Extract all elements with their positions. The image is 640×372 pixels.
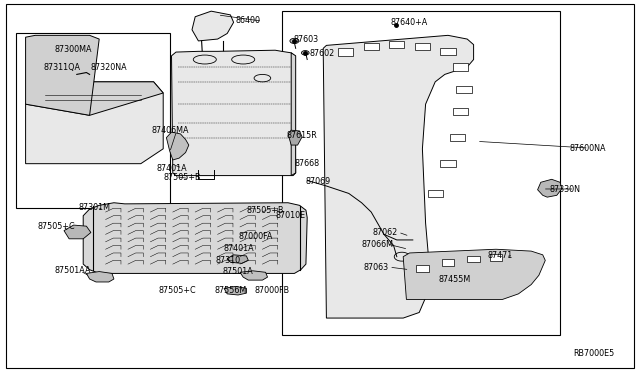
Ellipse shape: [232, 55, 255, 64]
Bar: [453, 108, 468, 115]
Polygon shape: [192, 11, 234, 41]
Circle shape: [301, 51, 309, 55]
Text: 87455M: 87455M: [438, 275, 470, 284]
Polygon shape: [291, 53, 296, 176]
Ellipse shape: [193, 55, 216, 64]
Bar: [428, 190, 443, 197]
Polygon shape: [224, 286, 246, 295]
Polygon shape: [64, 225, 91, 239]
Text: 87010E: 87010E: [275, 211, 305, 220]
Polygon shape: [83, 203, 307, 273]
Text: 87471: 87471: [488, 251, 513, 260]
Polygon shape: [166, 132, 189, 160]
Text: 87505+B: 87505+B: [164, 173, 202, 182]
Bar: [456, 86, 472, 93]
Polygon shape: [172, 50, 296, 176]
Polygon shape: [323, 35, 474, 318]
Polygon shape: [227, 255, 248, 263]
Polygon shape: [538, 179, 562, 197]
Bar: [415, 43, 430, 50]
Text: 87066M: 87066M: [362, 240, 394, 249]
Text: 86400: 86400: [236, 16, 260, 25]
Bar: [450, 134, 465, 141]
Ellipse shape: [254, 74, 271, 82]
Polygon shape: [240, 271, 268, 280]
Bar: [16, 33, 170, 208]
Text: 87320NA: 87320NA: [91, 63, 127, 72]
Text: 87301M: 87301M: [78, 203, 110, 212]
Polygon shape: [403, 249, 545, 299]
Text: 87330N: 87330N: [549, 185, 580, 194]
Text: 87401A: 87401A: [157, 164, 188, 173]
Bar: [282, 11, 560, 335]
Bar: [364, 43, 379, 50]
Circle shape: [290, 38, 299, 44]
Text: 87000FB: 87000FB: [255, 286, 290, 295]
Polygon shape: [86, 272, 114, 282]
Text: 87505+C: 87505+C: [159, 286, 196, 295]
Text: 87603: 87603: [293, 35, 318, 44]
Text: 87501A: 87501A: [223, 267, 253, 276]
Polygon shape: [26, 82, 163, 164]
Bar: [416, 265, 429, 272]
Polygon shape: [288, 130, 302, 145]
Text: 87300MA: 87300MA: [54, 45, 92, 54]
Bar: [490, 254, 502, 261]
Text: 87062: 87062: [372, 228, 397, 237]
Text: 87311QA: 87311QA: [44, 63, 81, 72]
Text: 87602: 87602: [309, 49, 334, 58]
Text: 87600NA: 87600NA: [570, 144, 606, 153]
Text: 87505+C: 87505+C: [37, 222, 75, 231]
Bar: [338, 48, 353, 56]
Text: 87310: 87310: [216, 256, 241, 265]
Text: 87668: 87668: [294, 159, 319, 168]
Text: 87063: 87063: [364, 263, 388, 272]
Text: 87640+A: 87640+A: [390, 18, 428, 27]
Text: RB7000E5: RB7000E5: [573, 349, 614, 358]
Bar: [440, 160, 456, 167]
Bar: [453, 63, 468, 71]
Text: 87505+B: 87505+B: [246, 206, 284, 215]
Bar: [440, 48, 456, 55]
Text: 87556M: 87556M: [214, 286, 246, 295]
Text: 87000FA: 87000FA: [239, 232, 273, 241]
Text: 87069: 87069: [306, 177, 331, 186]
Bar: [467, 256, 480, 262]
Polygon shape: [26, 35, 99, 115]
Text: 87406MA: 87406MA: [151, 126, 189, 135]
Text: 87401A: 87401A: [224, 244, 255, 253]
Bar: [442, 259, 454, 266]
Text: 87501AA: 87501AA: [54, 266, 91, 275]
Text: 87615R: 87615R: [287, 131, 317, 140]
Bar: [389, 41, 404, 48]
Polygon shape: [26, 82, 163, 115]
